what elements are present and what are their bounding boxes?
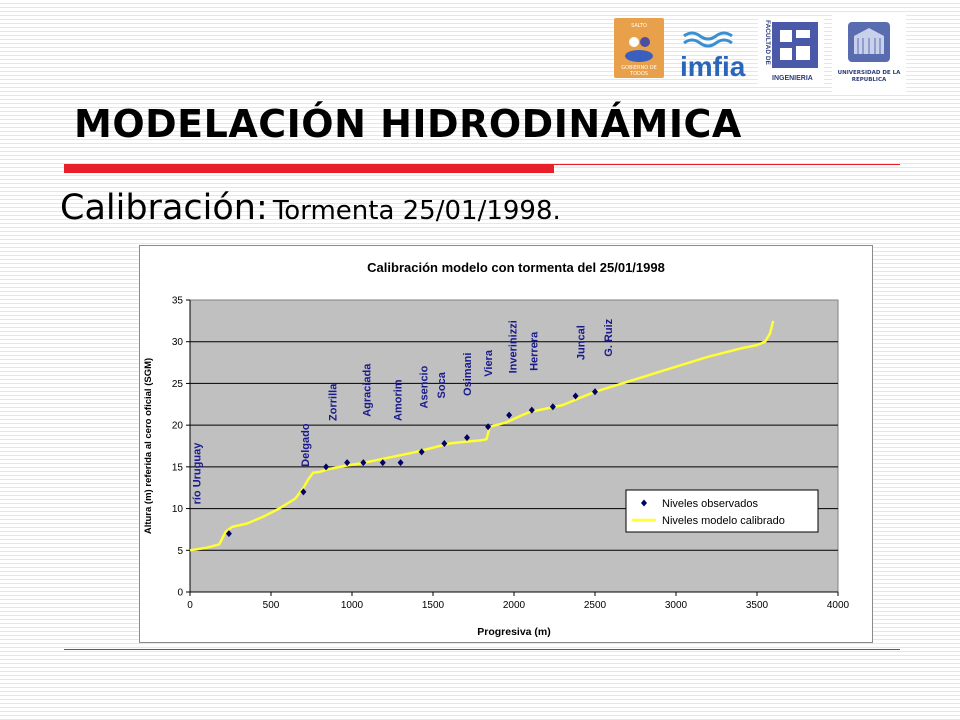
station-label: río Uruguay: [191, 442, 203, 505]
x-tick-label: 3500: [746, 600, 769, 611]
subtitle-detail: Tormenta 25/01/1998.: [272, 196, 561, 226]
legend-label: Niveles observados: [662, 498, 758, 510]
udelar-logo: UNIVERSIDAD DE LA REPUBLICA: [832, 14, 906, 92]
salto-logo-bottom-text: GOBIERNO DE TODOS: [621, 65, 657, 77]
x-axis-label: Progresiva (m): [477, 626, 551, 638]
imfia-wave-icon: imfia: [680, 31, 746, 82]
observed-level-point: [418, 448, 425, 456]
observed-level-point: [464, 434, 471, 442]
plot-area: [189, 299, 839, 593]
observed-level-point: [300, 488, 307, 496]
x-axis-ticks: 0 500 1000 1500 2000 2500 3000 3500 4000: [187, 300, 850, 611]
imfia-logo-text: imfia: [680, 51, 746, 82]
x-tick-label: 500: [263, 600, 280, 611]
slide-subtitle: Calibración: Tormenta 25/01/1998.: [60, 188, 561, 228]
y-tick-label: 10: [172, 504, 184, 515]
fing-logo: FACULTAD DE INGENIERIA: [758, 18, 824, 84]
observed-level-point: [485, 423, 492, 431]
gridlines: [190, 341, 838, 551]
calibration-chart: Calibración modelo con tormenta del 25/0…: [143, 260, 850, 638]
x-tick-label: 2000: [503, 600, 526, 611]
station-label: Viera: [483, 349, 495, 377]
model-level-line: [189, 320, 775, 552]
legend-observed-marker: [641, 499, 647, 507]
station-labels: río Uruguay Delgado Zorrilla Agraciada Amori…: [191, 318, 614, 504]
observed-level-point: [506, 411, 513, 419]
observed-level-point: [225, 530, 232, 538]
observed-level-point: [528, 406, 535, 414]
slide-title: MODELACIÓN HIDRODINÁMICA: [74, 102, 742, 146]
x-tick-label: 0: [187, 600, 193, 611]
y-tick-label: 25: [172, 379, 184, 390]
imfia-logo: imfia: [674, 26, 752, 82]
footer-line: [64, 649, 900, 650]
observed-level-point: [379, 459, 386, 467]
y-tick-label: 5: [177, 546, 183, 557]
station-label: Herrera: [528, 331, 540, 371]
observed-level-point: [592, 388, 598, 396]
salto-figures-icon: [625, 37, 653, 62]
station-label: Amorim: [392, 379, 404, 421]
station-label: Osimani: [462, 353, 474, 396]
x-tick-label: 1500: [422, 600, 445, 611]
logo-strip: SALTO GOBIERNO DE TODOS imfia FACULTAD D…: [608, 12, 908, 92]
y-axis-label: Altura (m) referida al cero oficial (SGM…: [143, 358, 154, 534]
fing-side-text: FACULTAD DE: [764, 20, 771, 66]
x-tick-label: 4000: [827, 600, 850, 611]
fing-logo-mark: FACULTAD DE INGENIERIA: [764, 20, 818, 82]
station-label: Delgado: [300, 423, 312, 467]
x-tick-label: 1000: [341, 600, 364, 611]
legend-label: Niveles modelo calibrado: [662, 515, 785, 527]
observed-level-point: [323, 463, 330, 471]
udelar-logo-text: UNIVERSIDAD DE LA REPUBLICA: [837, 70, 901, 83]
x-tick-label: 3000: [665, 600, 688, 611]
station-label: G. Ruiz: [603, 318, 615, 356]
legend-box: [625, 489, 819, 533]
title-underline-line: [554, 164, 900, 165]
observed-level-point: [572, 392, 579, 400]
observed-level-point: [397, 459, 404, 467]
subtitle-main: Calibración:: [60, 188, 268, 228]
y-tick-label: 15: [172, 462, 184, 473]
title-underline-bar: [64, 164, 554, 173]
y-tick-label: 0: [177, 588, 183, 599]
station-label: Juncal: [575, 325, 587, 360]
y-axis-ticks: 0 5 10 15 20 25 30 35: [172, 296, 190, 599]
series-layer: [189, 320, 775, 552]
station-label: Asencio: [418, 365, 430, 408]
observed-level-point: [549, 403, 556, 411]
observed-level-point: [360, 459, 367, 467]
x-tick-label: 2500: [584, 600, 607, 611]
station-label: Inverinizzi: [507, 320, 519, 373]
station-label: Agraciada: [362, 363, 374, 417]
y-tick-label: 30: [172, 337, 184, 348]
observed-level-point: [441, 439, 448, 447]
chart-legend: Niveles observados Niveles modelo calibra…: [625, 489, 819, 533]
y-tick-label: 20: [172, 421, 184, 432]
salto-logo-top-text: SALTO: [631, 23, 647, 29]
station-label: Soca: [436, 371, 448, 398]
fing-logo-label: INGENIERIA: [772, 75, 813, 82]
y-tick-label: 35: [172, 296, 184, 307]
university-building-icon: [848, 22, 890, 62]
chart-title: Calibración modelo con tormenta del 25/0…: [367, 260, 665, 275]
salto-logo: SALTO GOBIERNO DE TODOS: [614, 18, 664, 78]
station-label: Zorrilla: [328, 383, 340, 421]
observed-level-point: [344, 459, 351, 467]
chart-container: Calibración modelo con tormenta del 25/0…: [139, 245, 873, 643]
